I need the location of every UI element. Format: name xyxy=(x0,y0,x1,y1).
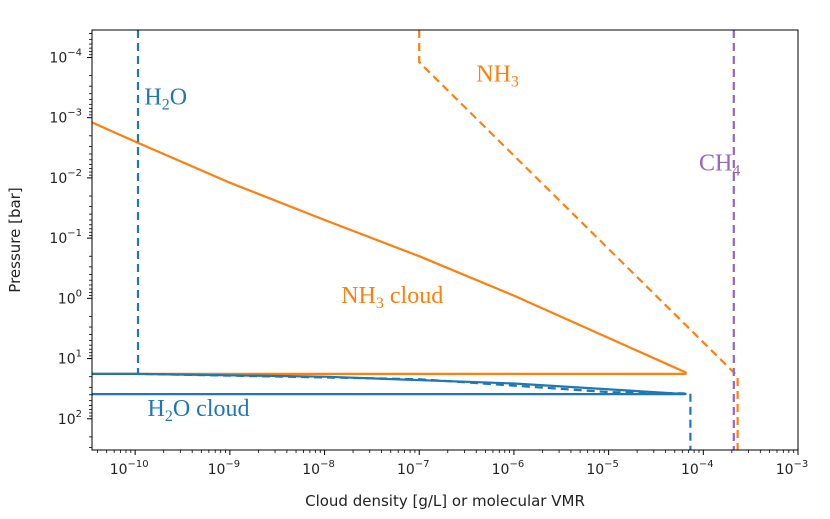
x-axis-title: Cloud density [g/L] or molecular VMR xyxy=(305,492,585,510)
y-tick-label: 10−2 xyxy=(49,168,82,187)
y-tick-label: 10−1 xyxy=(49,228,82,247)
x-tick-label: 10−10 xyxy=(110,459,149,478)
tick-layer: 10−10 10−9 10−8 10−7 10−6 10−5 10−4 10−3 10−4 10−… xyxy=(49,33,808,478)
series-line-h2o-cloud xyxy=(92,372,687,396)
x-tick-label: 10−9 xyxy=(208,459,241,478)
x-tick-label: 10−8 xyxy=(302,459,335,478)
y-tick-label: 10−3 xyxy=(49,108,82,127)
series-line-h2o xyxy=(136,30,692,450)
x-tick-label: 10−5 xyxy=(586,459,619,478)
y-tick-label: 101 xyxy=(58,349,82,368)
x-tick-label: 10−6 xyxy=(492,459,525,478)
annotation-layer: H2O NH3 CH4 NH3 cloud H2O cloud xyxy=(144,61,740,425)
annotation-nh3: NH3 xyxy=(476,61,519,90)
annotation-h2o: H2O xyxy=(144,84,187,113)
series-layer xyxy=(91,30,739,450)
x-tick-label: 10−7 xyxy=(397,459,430,478)
y-tick-label: 100 xyxy=(58,288,82,307)
y-tick-label: 10−4 xyxy=(49,47,82,66)
plot-background xyxy=(92,30,798,450)
y-axis-title: Pressure [bar] xyxy=(6,187,24,292)
x-tick-label: 10−3 xyxy=(776,459,809,478)
x-tick-label: 10−4 xyxy=(681,459,714,478)
y-tick-label: 102 xyxy=(58,409,82,428)
plot-frame xyxy=(91,29,799,451)
annotation-h2o-cloud: H2O cloud xyxy=(148,396,250,425)
series-line-nh3-cloud xyxy=(91,121,687,375)
annotation-ch4: CH4 xyxy=(699,150,740,179)
annotation-nh3-cloud: NH3 cloud xyxy=(341,283,443,312)
